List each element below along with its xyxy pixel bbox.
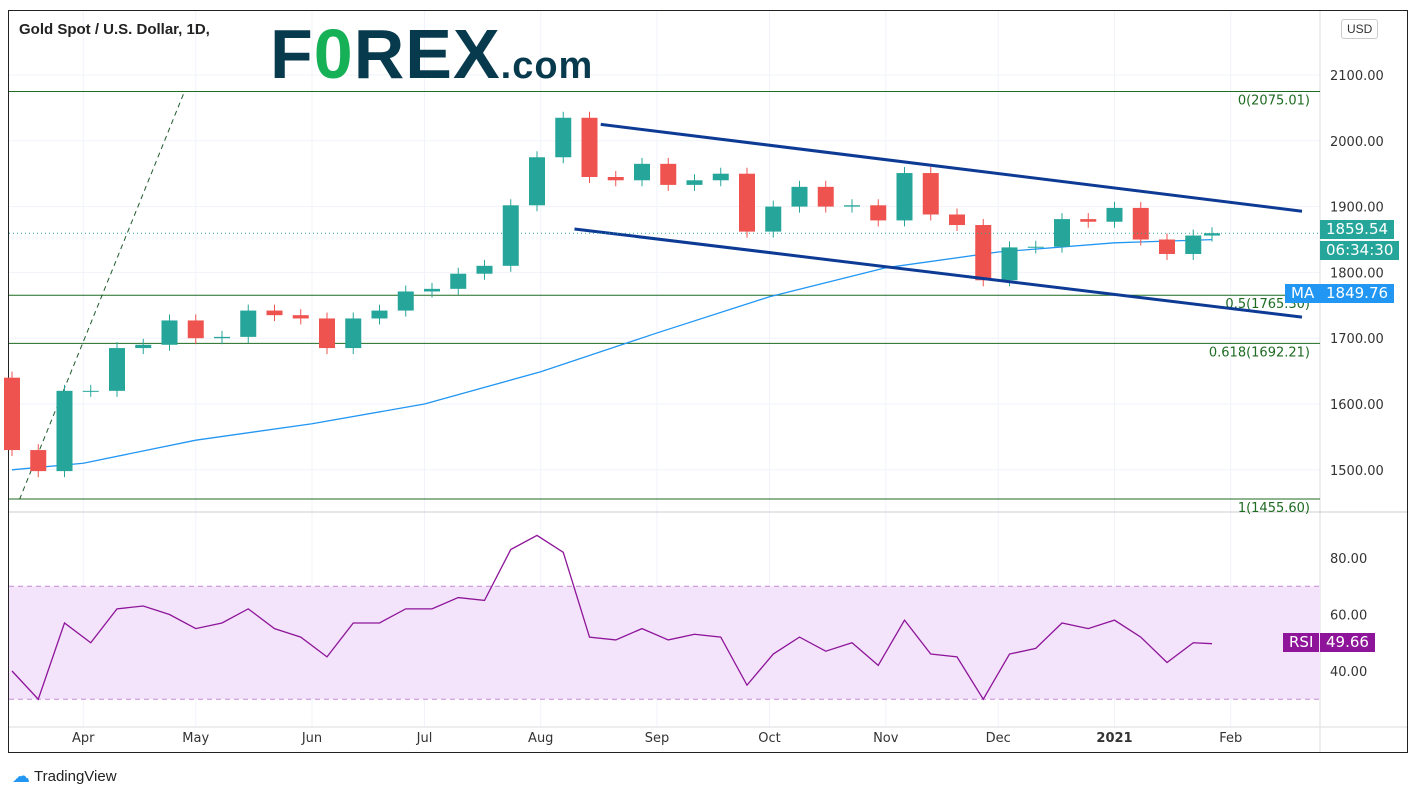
candle-body (1001, 247, 1018, 281)
x-tick-label: 2021 (1096, 731, 1132, 746)
ma-line (11, 239, 1213, 471)
tradingview-label: TradingView (34, 768, 117, 785)
candle-body (319, 318, 335, 349)
candle-body (1159, 239, 1175, 254)
candle-body (240, 310, 257, 337)
candle-body (555, 117, 572, 158)
candle-body (817, 186, 834, 207)
rsi-tick-label: 40.00 (1330, 665, 1367, 680)
candle-body (739, 173, 755, 232)
candle-body (424, 288, 440, 292)
candle-body (1204, 233, 1220, 236)
candle-body (161, 320, 178, 345)
x-tick-label: Nov (873, 731, 899, 746)
candle-body (56, 390, 73, 472)
candle-body (30, 450, 47, 472)
rsi-tick-label: 80.00 (1330, 552, 1367, 567)
price-tick-label: 1700.00 (1330, 332, 1384, 347)
candle-body (214, 336, 230, 339)
x-tick-label: Jun (301, 731, 322, 746)
candle-body (292, 315, 309, 319)
x-tick-label: Aug (528, 731, 553, 746)
candle-body (4, 377, 20, 451)
candle-body (345, 318, 362, 349)
candle-body (1132, 207, 1149, 240)
candle-body (1080, 219, 1097, 222)
candle-body (82, 390, 99, 392)
candle-body (1185, 235, 1202, 254)
rsi-band (9, 586, 1320, 700)
price-tick-label: 2100.00 (1330, 69, 1384, 84)
candle-body (529, 157, 545, 206)
x-tick-label: Feb (1219, 731, 1242, 746)
x-tick-label: May (182, 731, 209, 746)
currency-button[interactable]: USD (1341, 19, 1379, 39)
tradingview-brand[interactable]: ☁ TradingView (12, 766, 117, 787)
price-tick-label: 1800.00 (1330, 266, 1384, 281)
candle-body (581, 117, 598, 177)
x-tick-label: Apr (72, 731, 95, 746)
candle-body (607, 176, 624, 181)
fib-level-label: 0(2075.01) (1238, 93, 1310, 108)
rsi-tick-label: 60.00 (1330, 609, 1367, 624)
candle-body (187, 320, 204, 339)
candle-body (791, 186, 808, 207)
x-tick-label: Jul (416, 731, 433, 746)
fib-level-label: 0.618(1692.21) (1209, 345, 1310, 360)
forex-logo: F0REX.com (270, 15, 594, 93)
price-tick-label: 2000.00 (1330, 135, 1384, 150)
rsi-line (11, 534, 1213, 701)
price-tick-label: 1900.00 (1330, 201, 1384, 216)
x-tick-label: Oct (758, 731, 780, 746)
candle-body (870, 205, 887, 221)
candle-body (949, 214, 965, 226)
last-price-label: 1859.54 (1320, 220, 1395, 239)
candle-body (109, 348, 125, 391)
price-tick-label: 1600.00 (1330, 398, 1384, 413)
candle-body (135, 344, 152, 349)
countdown-label: 06:34:30 (1320, 241, 1400, 260)
chart-title: Gold Spot / U.S. Dollar, 1D, (19, 21, 210, 38)
ma-name-label: MA (1285, 284, 1321, 303)
rsi-name-label: RSI (1283, 633, 1320, 652)
candle-body (397, 291, 414, 311)
candle-body (1027, 246, 1044, 248)
channel-line (574, 227, 1303, 319)
x-tick-label: Dec (986, 731, 1011, 746)
candle-body (975, 225, 992, 281)
candle-body (634, 163, 650, 181)
candle-body (502, 205, 519, 266)
rsi-value-label: 49.66 (1320, 633, 1375, 652)
candle-body (371, 310, 388, 319)
dashed-trendline (19, 91, 185, 500)
candle-body (712, 173, 729, 181)
fib-level-label: 1(1455.60) (1238, 501, 1310, 516)
price-tick-label: 1500.00 (1330, 464, 1384, 479)
candle-body (896, 173, 913, 221)
x-tick-label: Sep (645, 731, 670, 746)
candle-body (765, 206, 782, 232)
candle-body (1106, 207, 1123, 222)
candle-body (922, 173, 939, 215)
candle-body (686, 180, 703, 185)
candle-body (844, 205, 860, 207)
candle-body (660, 163, 677, 185)
channel-line (600, 122, 1303, 213)
tradingview-logo-icon: ☁ (12, 766, 30, 786)
ma-value-label: 1849.76 (1320, 284, 1395, 303)
candle-body (266, 310, 283, 316)
candle-body (450, 273, 467, 289)
candle-body (476, 265, 493, 274)
